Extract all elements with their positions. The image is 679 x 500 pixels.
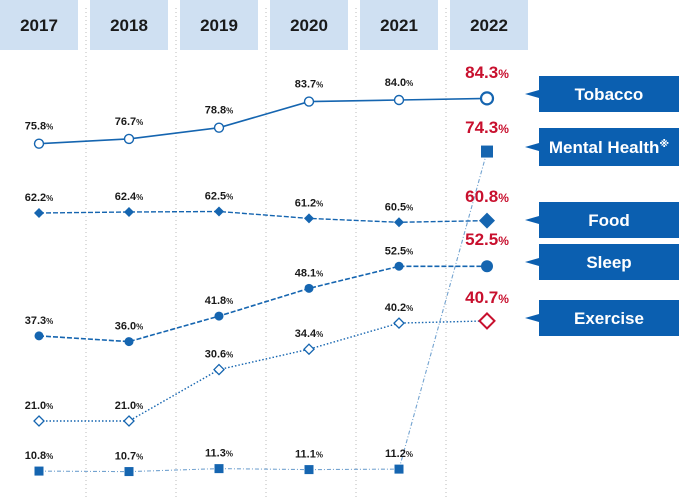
marker-tobacco-2022 bbox=[479, 91, 495, 106]
year-header-2022 bbox=[450, 0, 528, 50]
value-label-mental-health-2019: 11.3% bbox=[205, 448, 233, 460]
year-label-2017: 2017 bbox=[20, 16, 58, 35]
value-label-exercise-2018: 21.0% bbox=[115, 400, 144, 412]
legend-label-food: Food bbox=[588, 211, 630, 230]
legend-label-exercise: Exercise bbox=[574, 309, 644, 328]
legend-tag-sleep bbox=[525, 244, 679, 280]
value-label-exercise-2017: 21.0% bbox=[25, 400, 54, 412]
legend-label-sleep: Sleep bbox=[586, 253, 631, 272]
value-label-exercise-2020: 34.4% bbox=[295, 328, 324, 340]
legend-tag-food bbox=[525, 202, 679, 238]
value-label-sleep-2020: 48.1% bbox=[295, 267, 324, 279]
marker-exercise-2021 bbox=[393, 317, 405, 330]
value-label-tobacco-2017: 75.8% bbox=[25, 121, 54, 133]
marker-sleep-2022 bbox=[481, 260, 493, 273]
marker-tobacco-2021 bbox=[393, 94, 405, 106]
marker-mental-health-2019 bbox=[214, 464, 224, 474]
value-label-food-2021: 60.5% bbox=[385, 201, 414, 213]
year-label-2019: 2019 bbox=[200, 16, 238, 35]
value-label-food-2019: 62.5% bbox=[205, 190, 234, 202]
marker-exercise-2017 bbox=[33, 415, 45, 427]
legend-tag-tobacco bbox=[525, 76, 679, 112]
marker-food-2018 bbox=[124, 206, 134, 217]
series-line-sleep bbox=[38, 265, 487, 343]
value-label-mental-health-2022: 74.3% bbox=[465, 118, 509, 137]
value-label-sleep-2017: 37.3% bbox=[25, 315, 54, 327]
series-line-exercise bbox=[39, 320, 488, 422]
series-line-food bbox=[38, 210, 488, 224]
value-label-tobacco-2022: 84.3% bbox=[465, 63, 509, 82]
value-label-food-2022: 60.8% bbox=[465, 187, 509, 206]
value-label-mental-health-2020: 11.1% bbox=[295, 449, 323, 461]
marker-food-2020 bbox=[304, 213, 314, 224]
series-line-tobacco bbox=[38, 97, 488, 145]
year-header-2021 bbox=[360, 0, 438, 50]
marker-sleep-2020 bbox=[304, 283, 314, 293]
marker-mental-health-2021 bbox=[394, 464, 404, 474]
marker-exercise-2019 bbox=[213, 363, 225, 376]
marker-mental-health-2017 bbox=[34, 466, 44, 476]
marker-exercise-2020 bbox=[303, 343, 315, 356]
marker-exercise-2022 bbox=[478, 312, 496, 330]
year-label-2021: 2021 bbox=[380, 16, 418, 35]
marker-tobacco-2018 bbox=[123, 133, 135, 145]
marker-sleep-2019 bbox=[214, 311, 224, 321]
marker-sleep-2018 bbox=[124, 337, 134, 347]
legend-tag-exercise bbox=[525, 300, 679, 336]
year-header-2020 bbox=[270, 0, 348, 50]
year-label-2018: 2018 bbox=[110, 16, 148, 35]
marker-tobacco-2017 bbox=[33, 138, 45, 149]
year-label-2020: 2020 bbox=[290, 16, 328, 35]
marker-sleep-2021 bbox=[394, 261, 404, 271]
value-label-exercise-2019: 30.6% bbox=[205, 349, 234, 361]
value-label-food-2017: 62.2% bbox=[25, 192, 54, 204]
marker-food-2019 bbox=[214, 206, 224, 217]
value-label-sleep-2019: 41.8% bbox=[205, 295, 234, 307]
value-label-food-2018: 62.4% bbox=[115, 191, 144, 203]
marker-tobacco-2020 bbox=[303, 96, 315, 107]
year-header-2018 bbox=[90, 0, 168, 50]
marker-food-2022 bbox=[479, 212, 495, 229]
value-label-sleep-2021: 52.5% bbox=[385, 245, 414, 257]
year-header-2017 bbox=[0, 0, 78, 50]
marker-sleep-2017 bbox=[34, 331, 44, 341]
marker-mental-health-2020 bbox=[304, 465, 314, 475]
marker-mental-health-2018 bbox=[124, 467, 134, 477]
year-header-2019 bbox=[180, 0, 258, 50]
value-label-tobacco-2018: 76.7% bbox=[115, 116, 144, 128]
legend-label-tobacco: Tobacco bbox=[575, 85, 644, 104]
legend-tag-mental-health bbox=[525, 128, 679, 166]
marker-food-2021 bbox=[394, 217, 404, 228]
marker-food-2017 bbox=[34, 207, 44, 218]
value-label-exercise-2022: 40.7% bbox=[465, 288, 509, 307]
value-label-mental-health-2017: 10.8% bbox=[25, 450, 54, 462]
year-label-2022: 2022 bbox=[470, 16, 508, 35]
value-label-exercise-2021: 40.2% bbox=[385, 302, 414, 314]
series-line-mental-health bbox=[38, 151, 488, 473]
marker-tobacco-2019 bbox=[213, 122, 225, 133]
value-label-mental-health-2021: 11.2% bbox=[385, 448, 413, 460]
value-label-sleep-2022: 52.5% bbox=[465, 230, 509, 249]
marker-exercise-2018 bbox=[123, 415, 135, 427]
value-label-food-2020: 61.2% bbox=[295, 197, 324, 209]
value-label-tobacco-2021: 84.0% bbox=[385, 77, 414, 89]
value-label-tobacco-2019: 78.8% bbox=[205, 105, 234, 117]
value-label-tobacco-2020: 83.7% bbox=[295, 79, 324, 91]
value-label-sleep-2018: 36.0% bbox=[115, 321, 144, 333]
value-label-mental-health-2018: 10.7% bbox=[115, 451, 144, 463]
marker-mental-health-2022 bbox=[481, 145, 493, 158]
legend-label-mental-health: Mental Health※ bbox=[549, 138, 669, 157]
